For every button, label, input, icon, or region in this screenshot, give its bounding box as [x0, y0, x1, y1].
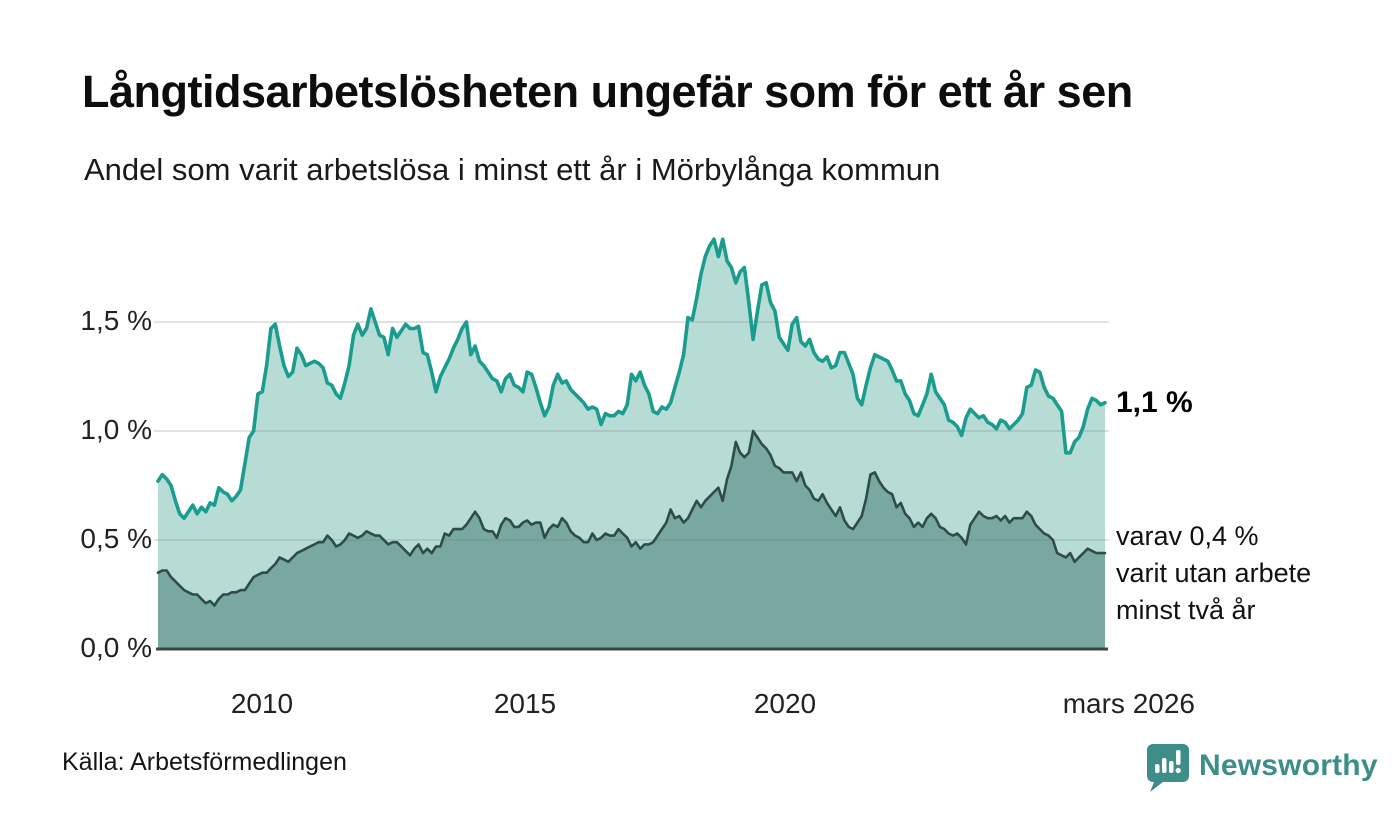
line-unemployed-2yr	[156, 429, 1107, 607]
x-axis-tick-mars-2026: mars 2026	[1062, 688, 1195, 719]
series2-annotation-line2: varit utan arbete	[1116, 558, 1312, 588]
y-axis-tick-05: 0,5 %	[80, 523, 152, 554]
series2-annotation-line3: minst två år	[1116, 595, 1256, 625]
series2-annotation-line1: varav 0,4 %	[1116, 521, 1259, 551]
line-unemployed-1yr	[156, 237, 1107, 520]
source-credit: Källa: Arbetsförmedlingen	[62, 748, 347, 776]
newsworthy-logo: Newsworthy	[1144, 738, 1378, 794]
y-axis-tick-15: 1,5 %	[80, 305, 152, 336]
x-axis-tick-2015: 2015	[493, 688, 557, 719]
series2-annotation: varav 0,4 % varit utan arbete minst två …	[1116, 518, 1311, 629]
area-unemployed-2yr	[158, 431, 1105, 649]
page-title: Långtidsarbetslösheten ungefär som för e…	[82, 66, 1133, 117]
page-subtitle: Andel som varit arbetslösa i minst ett å…	[84, 152, 941, 187]
x-axis-tick-2020: 2020	[753, 688, 817, 719]
x-axis-tick-2010: 2010	[230, 688, 294, 719]
newsworthy-bubble-icon	[1147, 744, 1189, 792]
y-axis-tick-10: 1,0 %	[80, 414, 152, 445]
newsworthy-wordmark: Newsworthy	[1199, 749, 1378, 782]
y-axis-tick-0: 0,0 %	[80, 632, 152, 663]
series-end-value-label: 1,1 %	[1116, 386, 1193, 419]
